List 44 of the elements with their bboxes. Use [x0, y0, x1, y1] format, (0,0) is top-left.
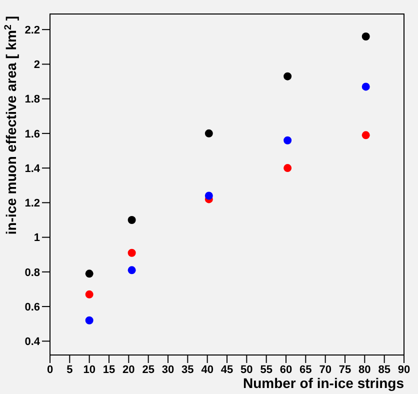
x-tick-label: 15 [102, 364, 116, 376]
x-tick-label: 35 [182, 364, 194, 376]
x-tick-label: 50 [240, 364, 253, 376]
y-tick-label: 0.8 [24, 266, 40, 279]
point [284, 136, 292, 144]
y-tick-label: 2 [34, 59, 40, 72]
point [362, 82, 370, 91]
x-tick-label: 40 [201, 364, 214, 376]
x-tick-label: 5 [66, 364, 73, 376]
x-tick-label: 65 [300, 364, 312, 376]
x-tick-label: 0 [46, 364, 54, 376]
point [204, 192, 213, 200]
point [204, 129, 213, 138]
point [362, 131, 370, 140]
x-tick-label: 90 [398, 364, 410, 376]
point [128, 216, 136, 224]
x-tick-label: 30 [162, 364, 174, 376]
point [128, 248, 136, 257]
point [85, 270, 94, 278]
x-tick-label: 10 [83, 364, 96, 376]
y-tick-label: 1.6 [24, 128, 40, 140]
x-tick-label: 45 [220, 364, 234, 376]
point [284, 72, 292, 80]
y-tick-label: 1.8 [24, 94, 40, 106]
point [85, 316, 94, 324]
y-tick-label: 1.2 [24, 198, 40, 210]
y-tick-label: 2.2 [24, 24, 40, 36]
point [85, 290, 94, 298]
x-tick-label: 55 [260, 364, 272, 376]
x-tick-label: 80 [358, 364, 371, 376]
x-tick-label: 70 [319, 364, 332, 376]
x-axis-title: Number of in-ice strings [242, 375, 404, 391]
x-tick-label: 75 [338, 364, 352, 376]
point [284, 164, 292, 172]
y-tick-label: 0.6 [24, 301, 40, 314]
x-tick-label: 60 [280, 364, 292, 376]
x-tick-label: 85 [378, 364, 390, 376]
y-tick-label: 0.4 [24, 336, 41, 348]
x-tick-label: 20 [122, 364, 135, 376]
point [128, 266, 136, 274]
point [362, 32, 370, 41]
y-tick-label: 1 [34, 232, 40, 244]
x-tick-label: 25 [142, 364, 154, 376]
y-tick-label: 1.4 [24, 162, 41, 175]
